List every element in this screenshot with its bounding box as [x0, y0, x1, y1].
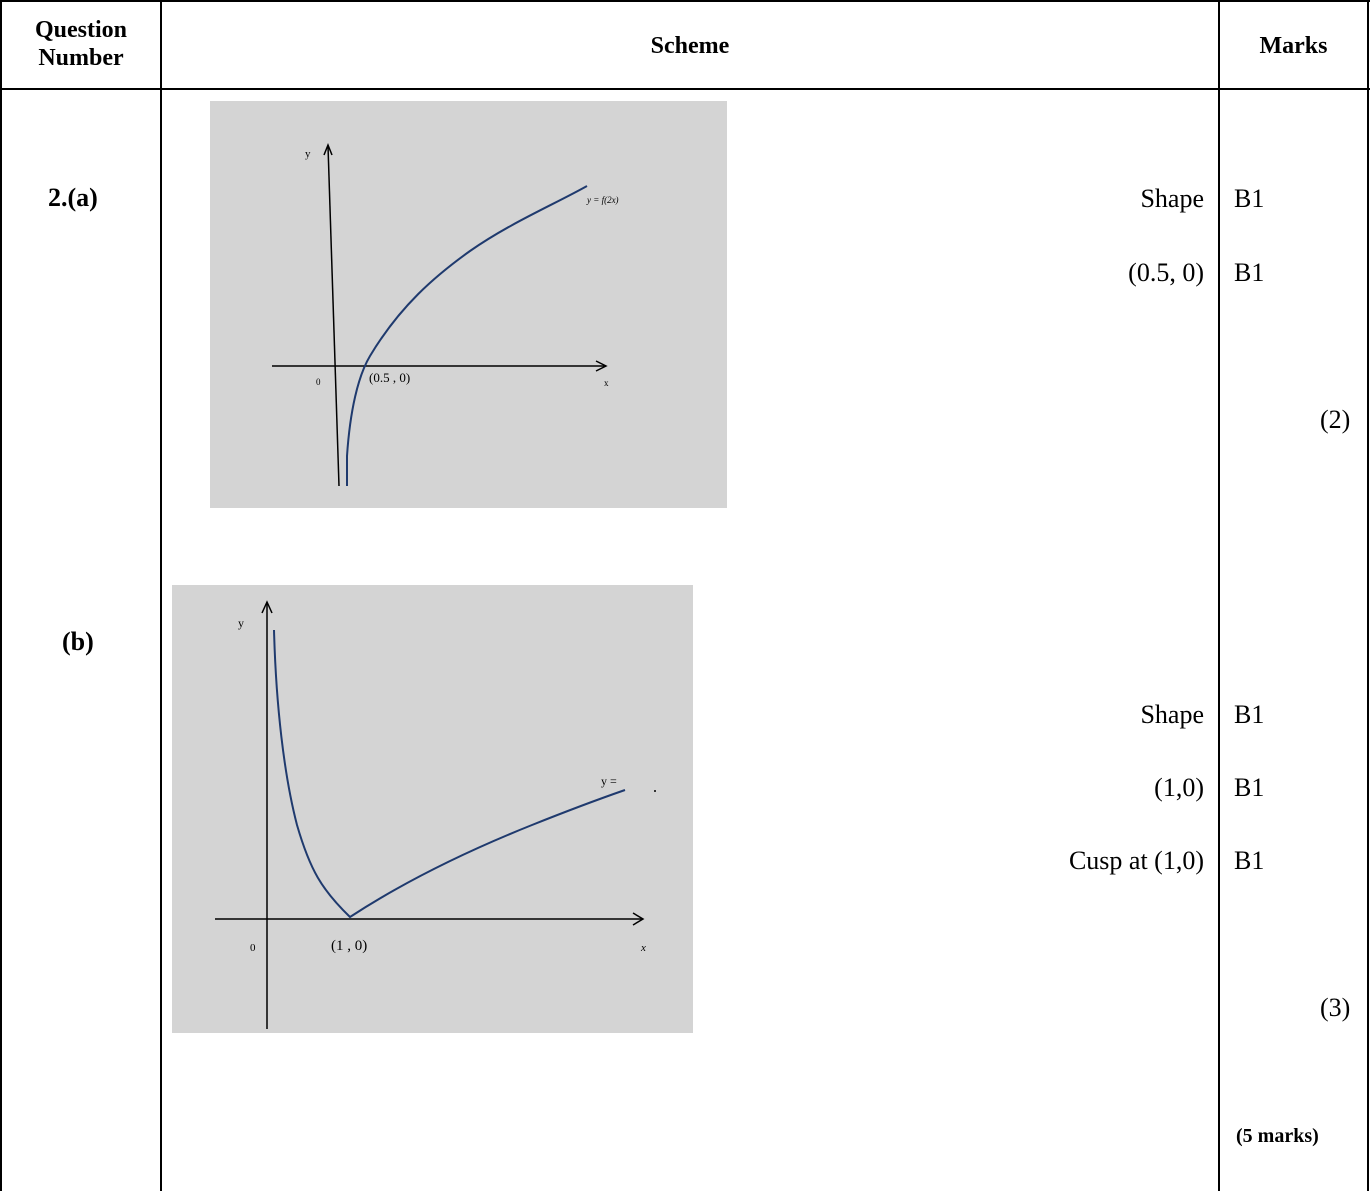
part-a-criterion-2: (0.5, 0) — [1128, 258, 1204, 287]
part-a-mark-2: B1 — [1234, 258, 1265, 287]
part-a-mark-1: B1 — [1234, 184, 1265, 213]
part-b-criterion-2: (1,0) — [1154, 773, 1204, 802]
part-b-mark-2: B1 — [1234, 773, 1265, 802]
part-b-criterion-1: Shape — [1140, 700, 1204, 729]
graph-a-point-label: (0.5 , 0) — [369, 370, 410, 385]
part-b-subtotal: (3) — [1320, 993, 1351, 1022]
graph-b-origin: 0 — [250, 942, 256, 954]
graph-a-x-arrow — [595, 360, 608, 372]
graph-a-y-arrow — [323, 142, 333, 156]
graph-a-origin: 0 — [316, 377, 321, 387]
header-question-number: Question Number — [34, 17, 127, 71]
table-col-divider-2 — [1218, 0, 1220, 1191]
header-scheme: Scheme — [650, 33, 730, 59]
graph-b-dot — [654, 790, 656, 792]
table-col-divider-1 — [160, 0, 162, 1191]
header-marks: Marks — [1259, 33, 1328, 59]
graph-a-y-label: y — [305, 148, 311, 160]
graph-a-y-axis — [327, 145, 340, 487]
graph-b-y-arrow — [261, 600, 273, 614]
graph-a: y x 0 (0.5 , 0) y = f(2x) — [210, 101, 727, 508]
graph-b-svg: y x 0 (1 , 0) y = — [215, 600, 656, 1029]
part-b-mark-1: B1 — [1234, 700, 1265, 729]
graph-a-svg: y x 0 (0.5 , 0) y = f(2x) — [272, 142, 619, 487]
table-border-top — [0, 0, 1370, 2]
table-border-right — [1367, 0, 1369, 1191]
total-marks: (5 marks) — [1236, 1125, 1319, 1147]
table-header-divider — [0, 88, 1370, 90]
graph-b-point-label: (1 , 0) — [331, 938, 367, 954]
part-a-criterion-1: Shape — [1140, 184, 1204, 213]
table-border-left — [0, 0, 2, 1191]
graph-b-curve-label: y = — [601, 774, 617, 788]
graph-b-curve — [273, 629, 626, 919]
part-b-criterion-3: Cusp at (1,0) — [1068, 846, 1204, 875]
part-a-subtotal: (2) — [1320, 405, 1351, 434]
graph-b: y x 0 (1 , 0) y = — [172, 585, 693, 1033]
part-b-label: (b) — [62, 627, 94, 656]
graph-a-curve — [346, 185, 588, 486]
graph-b-x-arrow — [632, 912, 645, 926]
part-b-mark-3: B1 — [1234, 846, 1265, 875]
graph-b-x-label: x — [640, 942, 646, 954]
part-a-label: 2.(a) — [48, 183, 98, 212]
graph-a-curve-label: y = f(2x) — [586, 195, 619, 205]
graph-b-y-label: y — [238, 616, 244, 630]
graph-a-x-label: x — [604, 378, 609, 388]
